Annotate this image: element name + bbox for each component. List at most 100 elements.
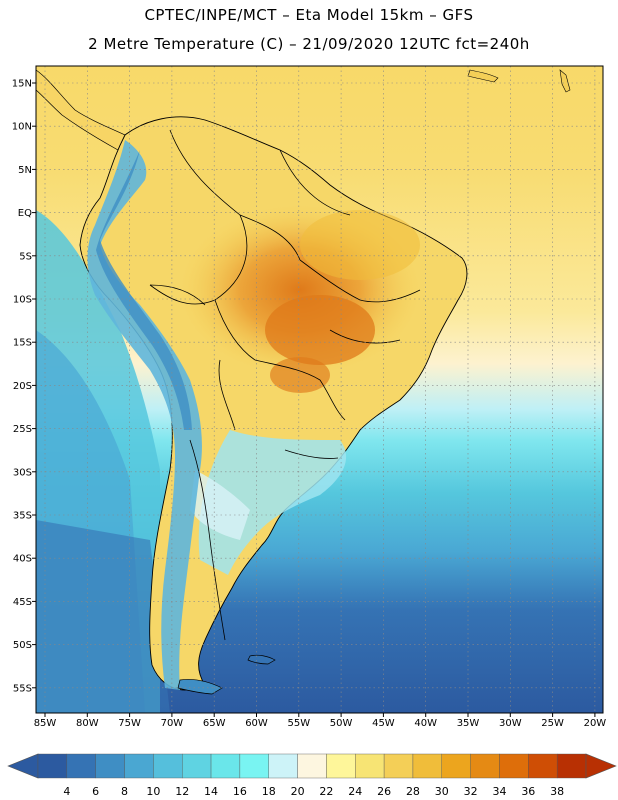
- lon-label: 45W: [372, 718, 395, 729]
- border-line: [149, 284, 206, 306]
- colorbar-box: [95, 753, 125, 779]
- border-line: [299, 259, 421, 303]
- lat-label: 45S: [13, 597, 32, 608]
- colorbar-box: [412, 753, 442, 779]
- colorbar-label: 14: [204, 785, 218, 798]
- lon-label: 50W: [330, 718, 353, 729]
- lat-label: 10N: [12, 122, 32, 133]
- colorbar-label: 38: [550, 785, 564, 798]
- lat-label: 55S: [13, 683, 32, 694]
- title-line-1: CPTEC/INPE/MCT – Eta Model 15km – GFS: [144, 6, 474, 24]
- lon-label: 25W: [541, 718, 564, 729]
- hottest-core: [265, 295, 375, 365]
- lat-label: 40S: [13, 554, 32, 565]
- northeast-warm-zone: [300, 210, 420, 280]
- map-frame: [35, 65, 604, 714]
- lat-label: 25S: [13, 424, 32, 435]
- lon-label: 60W: [245, 718, 268, 729]
- colorbar-box: [153, 753, 183, 779]
- colorbar-label: 34: [492, 785, 506, 798]
- colorbar-labels: 4 6 8 10 12 14 16 18 20 22 24 26 28 30 3…: [63, 785, 564, 798]
- colorbar-box: [383, 753, 414, 779]
- lon-label: 75W: [118, 718, 141, 729]
- lat-label: 15S: [13, 338, 32, 349]
- lat-label: 5N: [18, 165, 32, 176]
- colorbar-box: [66, 753, 96, 779]
- lat-label: 15N: [12, 79, 32, 90]
- lon-label: 55W: [287, 718, 310, 729]
- colorbar-label: 28: [406, 785, 420, 798]
- andes-coldest-ridge: [96, 150, 192, 430]
- colorbar-box: [441, 753, 471, 779]
- map-area: [36, 66, 603, 713]
- lon-label: 70W: [161, 718, 184, 729]
- country-borders: [149, 129, 421, 641]
- lat-label: 35S: [13, 511, 32, 522]
- lon-label: 80W: [76, 718, 99, 729]
- lon-label: 30W: [499, 718, 522, 729]
- falkland-islands: [247, 654, 276, 665]
- title-line-2: 2 Metre Temperature (C) – 21/09/2020 12U…: [88, 35, 530, 53]
- colorbar-label: 10: [146, 785, 160, 798]
- border-line: [254, 359, 346, 421]
- colorbar-box: [297, 753, 327, 779]
- pantanal-hot-spot: [270, 357, 330, 393]
- axis-ticks: [32, 82, 596, 717]
- lat-label: 50S: [13, 640, 32, 651]
- colorbar-box: [470, 753, 500, 779]
- border-line: [169, 129, 301, 261]
- colorbar-box: [268, 753, 298, 779]
- lon-label: 20W: [584, 718, 607, 729]
- border-line: [149, 214, 248, 305]
- lat-label: 20S: [13, 381, 32, 392]
- colorbar-label: 16: [233, 785, 247, 798]
- colorbar-box: [182, 753, 212, 779]
- colorbar-box: [355, 753, 385, 779]
- colorbar-box: [499, 753, 529, 779]
- colorbar-label: 18: [262, 785, 276, 798]
- colorbar-label: 8: [121, 785, 128, 798]
- tierra-del-fuego: [177, 679, 223, 695]
- caribbean-island: [467, 69, 499, 83]
- colorbar-label: 26: [377, 785, 391, 798]
- colorbar-label: 36: [521, 785, 535, 798]
- border-line: [284, 449, 339, 459]
- colorbar-box: [37, 753, 68, 779]
- colorbar-box: [326, 753, 356, 779]
- colorbar-box: [239, 753, 269, 779]
- colorbar-box: [528, 753, 558, 779]
- lon-label: 35W: [457, 718, 480, 729]
- southern-ocean-field: [36, 520, 170, 713]
- colorbar-box: [556, 753, 587, 779]
- colorbar-boxes: [37, 753, 587, 779]
- lat-label: 5S: [19, 251, 32, 262]
- lat-label: 10S: [13, 295, 32, 306]
- lesser-antilles: [559, 69, 571, 93]
- lon-label: 40W: [414, 718, 437, 729]
- latitude-labels: 15N 10N 5N EQ 5S 10S 15S 20S 25S 30S 35S…: [12, 79, 32, 695]
- colorbar-label: 6: [92, 785, 99, 798]
- colorbar-high-arrow: [585, 753, 617, 779]
- lat-label: EQ: [18, 208, 32, 219]
- pampas-mild-land: [190, 470, 250, 540]
- border-line: [189, 439, 226, 641]
- colorbar-label: 20: [291, 785, 305, 798]
- graticule: [36, 66, 603, 713]
- lon-label: 65W: [203, 718, 226, 729]
- colorbar-low-arrow: [7, 753, 39, 779]
- border-line: [279, 149, 351, 216]
- colorbar-label: 32: [464, 785, 478, 798]
- colorbar-label: 22: [319, 785, 333, 798]
- lon-label: 85W: [34, 718, 57, 729]
- border-line: [329, 329, 401, 344]
- colorbar-box: [210, 753, 241, 779]
- border-line: [218, 359, 236, 431]
- longitude-labels: 85W 80W 75W 70W 65W 60W 55W 50W 45W 40W …: [34, 718, 607, 729]
- colorbar-box: [124, 753, 154, 779]
- colorbar: 4 6 8 10 12 14 16 18 20 22 24 26 28 30 3…: [7, 753, 617, 798]
- colorbar-label: 30: [435, 785, 449, 798]
- colorbar-label: 4: [63, 785, 70, 798]
- colorbar-label: 24: [348, 785, 362, 798]
- border-line: [214, 299, 256, 361]
